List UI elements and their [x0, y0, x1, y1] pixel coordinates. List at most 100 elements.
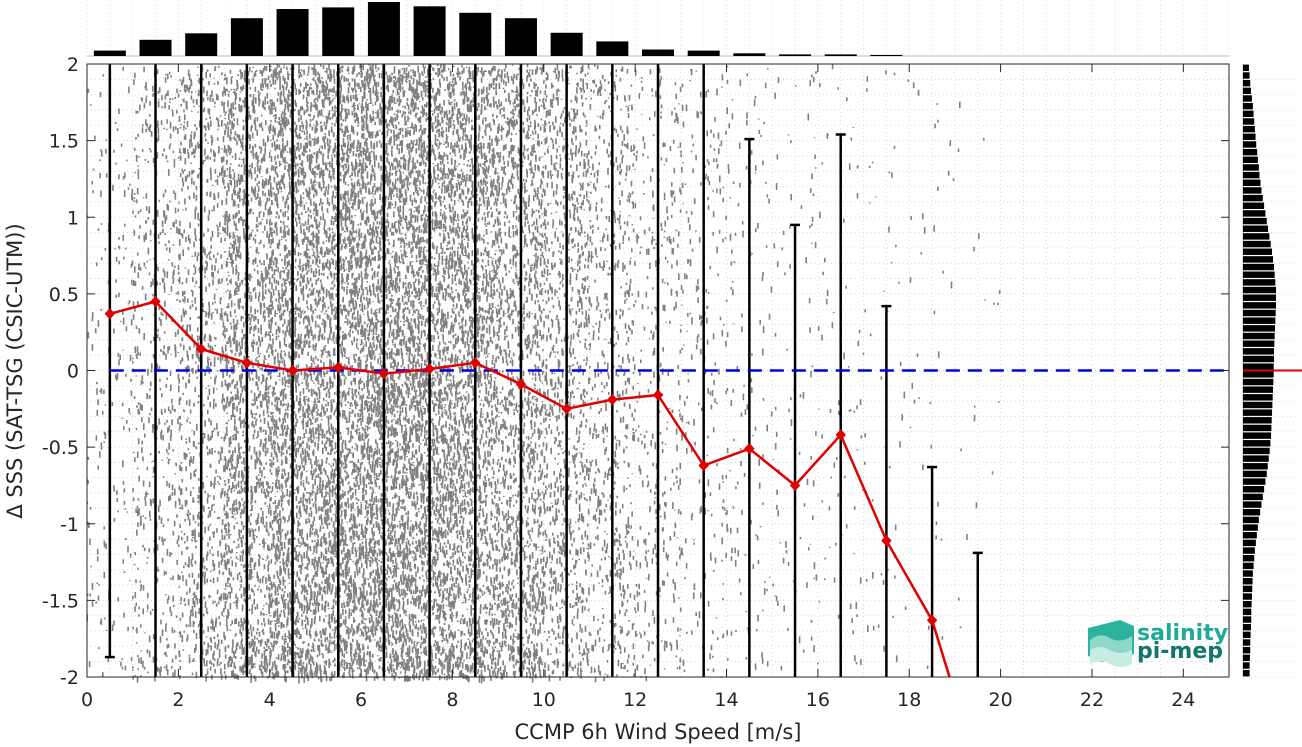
right-hist-bar: [1243, 309, 1276, 317]
right-hist-bar: [1243, 248, 1273, 255]
top-hist-bar: [733, 53, 766, 56]
top-hist-bar: [642, 49, 674, 56]
right-hist-bar: [1243, 371, 1274, 378]
right-hist-bar: [1243, 440, 1271, 447]
right-hist-bar: [1243, 95, 1252, 102]
right-hist-bar: [1243, 240, 1271, 248]
right-hist-bar: [1243, 654, 1250, 662]
top-hist-bar: [413, 6, 446, 57]
mean-marker: [926, 614, 938, 627]
right-hist-bar: [1243, 271, 1275, 278]
right-hist-bar: [1243, 463, 1268, 470]
mean-marker: [652, 389, 664, 401]
right-hist-bar: [1243, 493, 1263, 501]
top-hist-bar: [504, 18, 537, 56]
right-hist-bar: [1243, 125, 1255, 133]
mean-marker: [104, 308, 116, 320]
scatter-cloud: [86, 64, 1001, 684]
right-hist-bar: [1243, 340, 1275, 347]
right-hist-bar: [1243, 409, 1273, 416]
y-tick-labels: -2 -1.5 -1 -0.5 0 0.5 1 1.5 2: [42, 54, 79, 689]
right-hist-bar: [1243, 623, 1251, 631]
mean-marker: [698, 459, 709, 472]
right-hist-bar: [1243, 302, 1276, 309]
right-hist-bar: [1243, 555, 1255, 562]
y-tick-label: 0.5: [49, 284, 79, 306]
right-hist-bar: [1243, 539, 1256, 547]
x-tick-label: 20: [989, 689, 1013, 711]
x-tick-label: 14: [714, 689, 738, 711]
top-hist-bar: [367, 2, 400, 56]
x-tick-label: 2: [172, 689, 184, 711]
mean-marker: [881, 534, 892, 547]
right-hist-bar: [1243, 669, 1250, 677]
waves-icon: [1088, 620, 1134, 667]
top-hist-bar: [276, 9, 309, 56]
x-axis-label: CCMP 6h Wind Speed [m/s]: [515, 720, 802, 744]
right-hist-bar: [1243, 233, 1270, 240]
right-hist-bar: [1243, 585, 1253, 593]
x-tick-label: 10: [532, 689, 556, 711]
right-hist-bar: [1243, 348, 1275, 355]
right-hist-bar: [1243, 225, 1269, 232]
right-hist-bar: [1243, 133, 1256, 141]
top-hist-bar: [459, 12, 492, 57]
right-hist-bar: [1243, 501, 1262, 508]
right-hist-bar: [1243, 110, 1254, 118]
x-tick-label: 22: [1080, 689, 1104, 711]
mean-marker: [607, 393, 618, 406]
right-hist-bar: [1243, 509, 1261, 516]
x-tick-label: 24: [1171, 689, 1195, 711]
right-hist-bar: [1243, 616, 1252, 623]
right-hist-bar: [1243, 72, 1250, 79]
y-tick-label: -1: [60, 514, 79, 536]
right-hist-bar: [1243, 279, 1276, 286]
mean-marker: [515, 378, 527, 391]
right-hist-bar: [1243, 455, 1269, 462]
right-hist-bar: [1243, 294, 1276, 301]
x-tick-label: 6: [355, 689, 367, 711]
x-tick-label: 8: [446, 689, 458, 711]
right-hist-bar: [1243, 562, 1254, 570]
right-hist-bar: [1243, 417, 1272, 424]
right-hist-bar: [1243, 386, 1274, 393]
right-hist-bar: [1243, 79, 1251, 87]
mean-series: [104, 295, 951, 677]
logo-line1: salinity: [1137, 621, 1228, 646]
top-hist-bar: [93, 50, 126, 56]
right-hist-bar: [1243, 478, 1266, 485]
right-hist-bar: [1243, 662, 1250, 669]
right-hist-bar: [1243, 202, 1265, 209]
right-hist-bar: [1243, 325, 1276, 332]
right-hist-bar: [1243, 401, 1273, 409]
top-hist-bar: [596, 41, 629, 56]
y-tick-label: 1.5: [49, 131, 79, 153]
right-hist-bar: [1243, 646, 1251, 654]
right-hist-bar: [1243, 171, 1260, 179]
right-hist-bar: [1243, 394, 1273, 401]
right-hist-bar: [1243, 332, 1275, 340]
top-hist-bar: [870, 54, 903, 56]
y-tick-label: -1.5: [42, 590, 79, 612]
logo-line2: pi-mep: [1137, 639, 1223, 664]
top-hist-bar: [185, 33, 218, 56]
right-hist-bar: [1243, 631, 1251, 639]
x-tick-label: 0: [81, 689, 93, 711]
mean-marker: [424, 363, 435, 375]
right-hist-bar: [1243, 432, 1272, 439]
y-tick-label: 1: [67, 207, 79, 229]
mean-marker: [744, 442, 755, 455]
right-hist-bar: [1243, 570, 1253, 577]
mean-marker: [241, 357, 253, 369]
right-hist-bar: [1243, 194, 1263, 202]
right-hist-bar: [1243, 639, 1251, 646]
right-hist-bar: [1243, 102, 1253, 110]
x-tick-label: 4: [264, 689, 276, 711]
right-hist-bar: [1243, 64, 1249, 72]
right-hist-bar: [1243, 593, 1252, 600]
right-hist-bar: [1243, 187, 1262, 194]
y-tick-label: -0.5: [42, 437, 79, 459]
right-hist-bar: [1243, 363, 1274, 370]
right-hist-bar: [1243, 210, 1266, 217]
